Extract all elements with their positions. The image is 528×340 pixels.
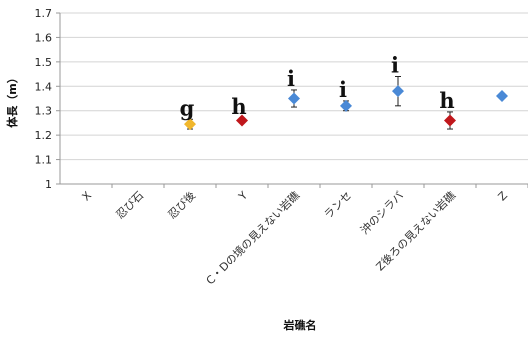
data-point bbox=[184, 118, 196, 131]
x-category-label: X bbox=[80, 189, 95, 204]
y-tick-label: 1.3 bbox=[35, 105, 53, 118]
significance-letter: i bbox=[391, 53, 399, 78]
x-category-label: 忍び石 bbox=[114, 189, 147, 222]
y-tick-label: 1.7 bbox=[35, 7, 53, 20]
data-point bbox=[236, 114, 248, 127]
significance-letter: h bbox=[231, 94, 246, 119]
significance-letter: i bbox=[287, 66, 295, 91]
data-point bbox=[444, 114, 456, 127]
significance-letter: i bbox=[339, 77, 347, 102]
data-point bbox=[288, 92, 300, 105]
x-category-label: ランセ bbox=[322, 189, 355, 222]
y-tick-labels: 1 1.1 1.2 1.3 1.4 1.5 1.6 1.7 bbox=[35, 7, 53, 191]
x-category-label: C・Dの境の見えない岩礁 bbox=[203, 188, 302, 287]
y-tick-label: 1.2 bbox=[35, 129, 53, 142]
y-tick-label: 1.6 bbox=[35, 31, 53, 44]
y-tick-label: 1.4 bbox=[35, 80, 53, 93]
data-point bbox=[392, 85, 404, 98]
y-axis-title: 体長（m） bbox=[5, 72, 19, 127]
x-category-label: 忍び後 bbox=[165, 188, 198, 221]
y-tick-label: 1 bbox=[45, 178, 52, 191]
data-points bbox=[184, 85, 508, 131]
x-category-label: Z bbox=[496, 189, 511, 204]
y-tick-label: 1.1 bbox=[35, 154, 53, 167]
x-category-label: Y bbox=[235, 189, 250, 204]
x-axis-title: 岩礁名 bbox=[283, 318, 317, 332]
data-point bbox=[496, 90, 508, 103]
y-tick-label: 1.5 bbox=[35, 56, 53, 69]
significance-letter: h bbox=[439, 88, 454, 113]
gridlines bbox=[56, 12, 528, 185]
significance-letters: g h i i i h bbox=[180, 53, 455, 121]
x-category-label: 沖のシラバ bbox=[358, 189, 406, 237]
data-point bbox=[340, 99, 352, 112]
significance-letter: g bbox=[180, 95, 195, 120]
